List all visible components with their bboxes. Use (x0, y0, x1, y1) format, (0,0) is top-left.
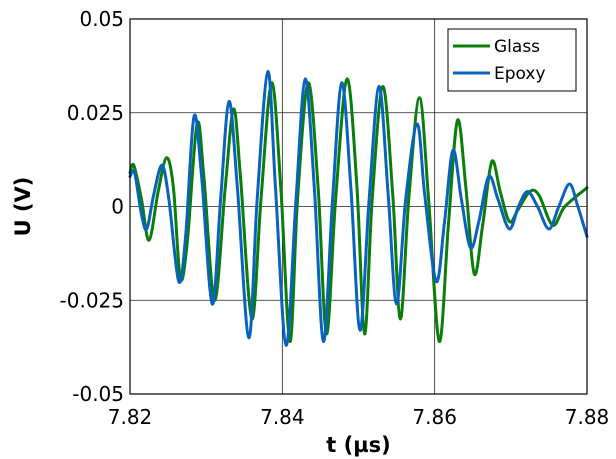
x-axis-label: t (µs) (326, 433, 391, 457)
y-tick-label: -0.05 (72, 382, 124, 406)
legend-label-glass: Glass (494, 37, 540, 57)
series-line-glass (128, 77, 589, 344)
legend-label-epoxy: Epoxy (494, 64, 546, 84)
y-tick-label: -0.025 (60, 288, 124, 312)
y-tick-label: 0.025 (67, 101, 124, 125)
x-tick-label: 7.88 (565, 405, 610, 429)
legend: Glass Epoxy (447, 28, 577, 92)
x-tick-label: 7.86 (412, 405, 457, 429)
y-axis-label: U (V) (11, 177, 35, 237)
series-line-epoxy (128, 69, 589, 347)
y-tick-labels: 0.05 0.025 0 -0.025 -0.05 (60, 7, 124, 406)
y-tick-label: 0 (111, 195, 124, 219)
legend-box (447, 28, 577, 92)
x-tick-labels: 7.82 7.84 7.86 7.88 (108, 405, 610, 429)
x-tick-label: 7.84 (260, 405, 305, 429)
x-tick-label: 7.82 (108, 405, 153, 429)
series-group (128, 69, 589, 347)
plot-area-frame (129, 18, 588, 395)
y-tick-label: 0.05 (79, 7, 124, 31)
